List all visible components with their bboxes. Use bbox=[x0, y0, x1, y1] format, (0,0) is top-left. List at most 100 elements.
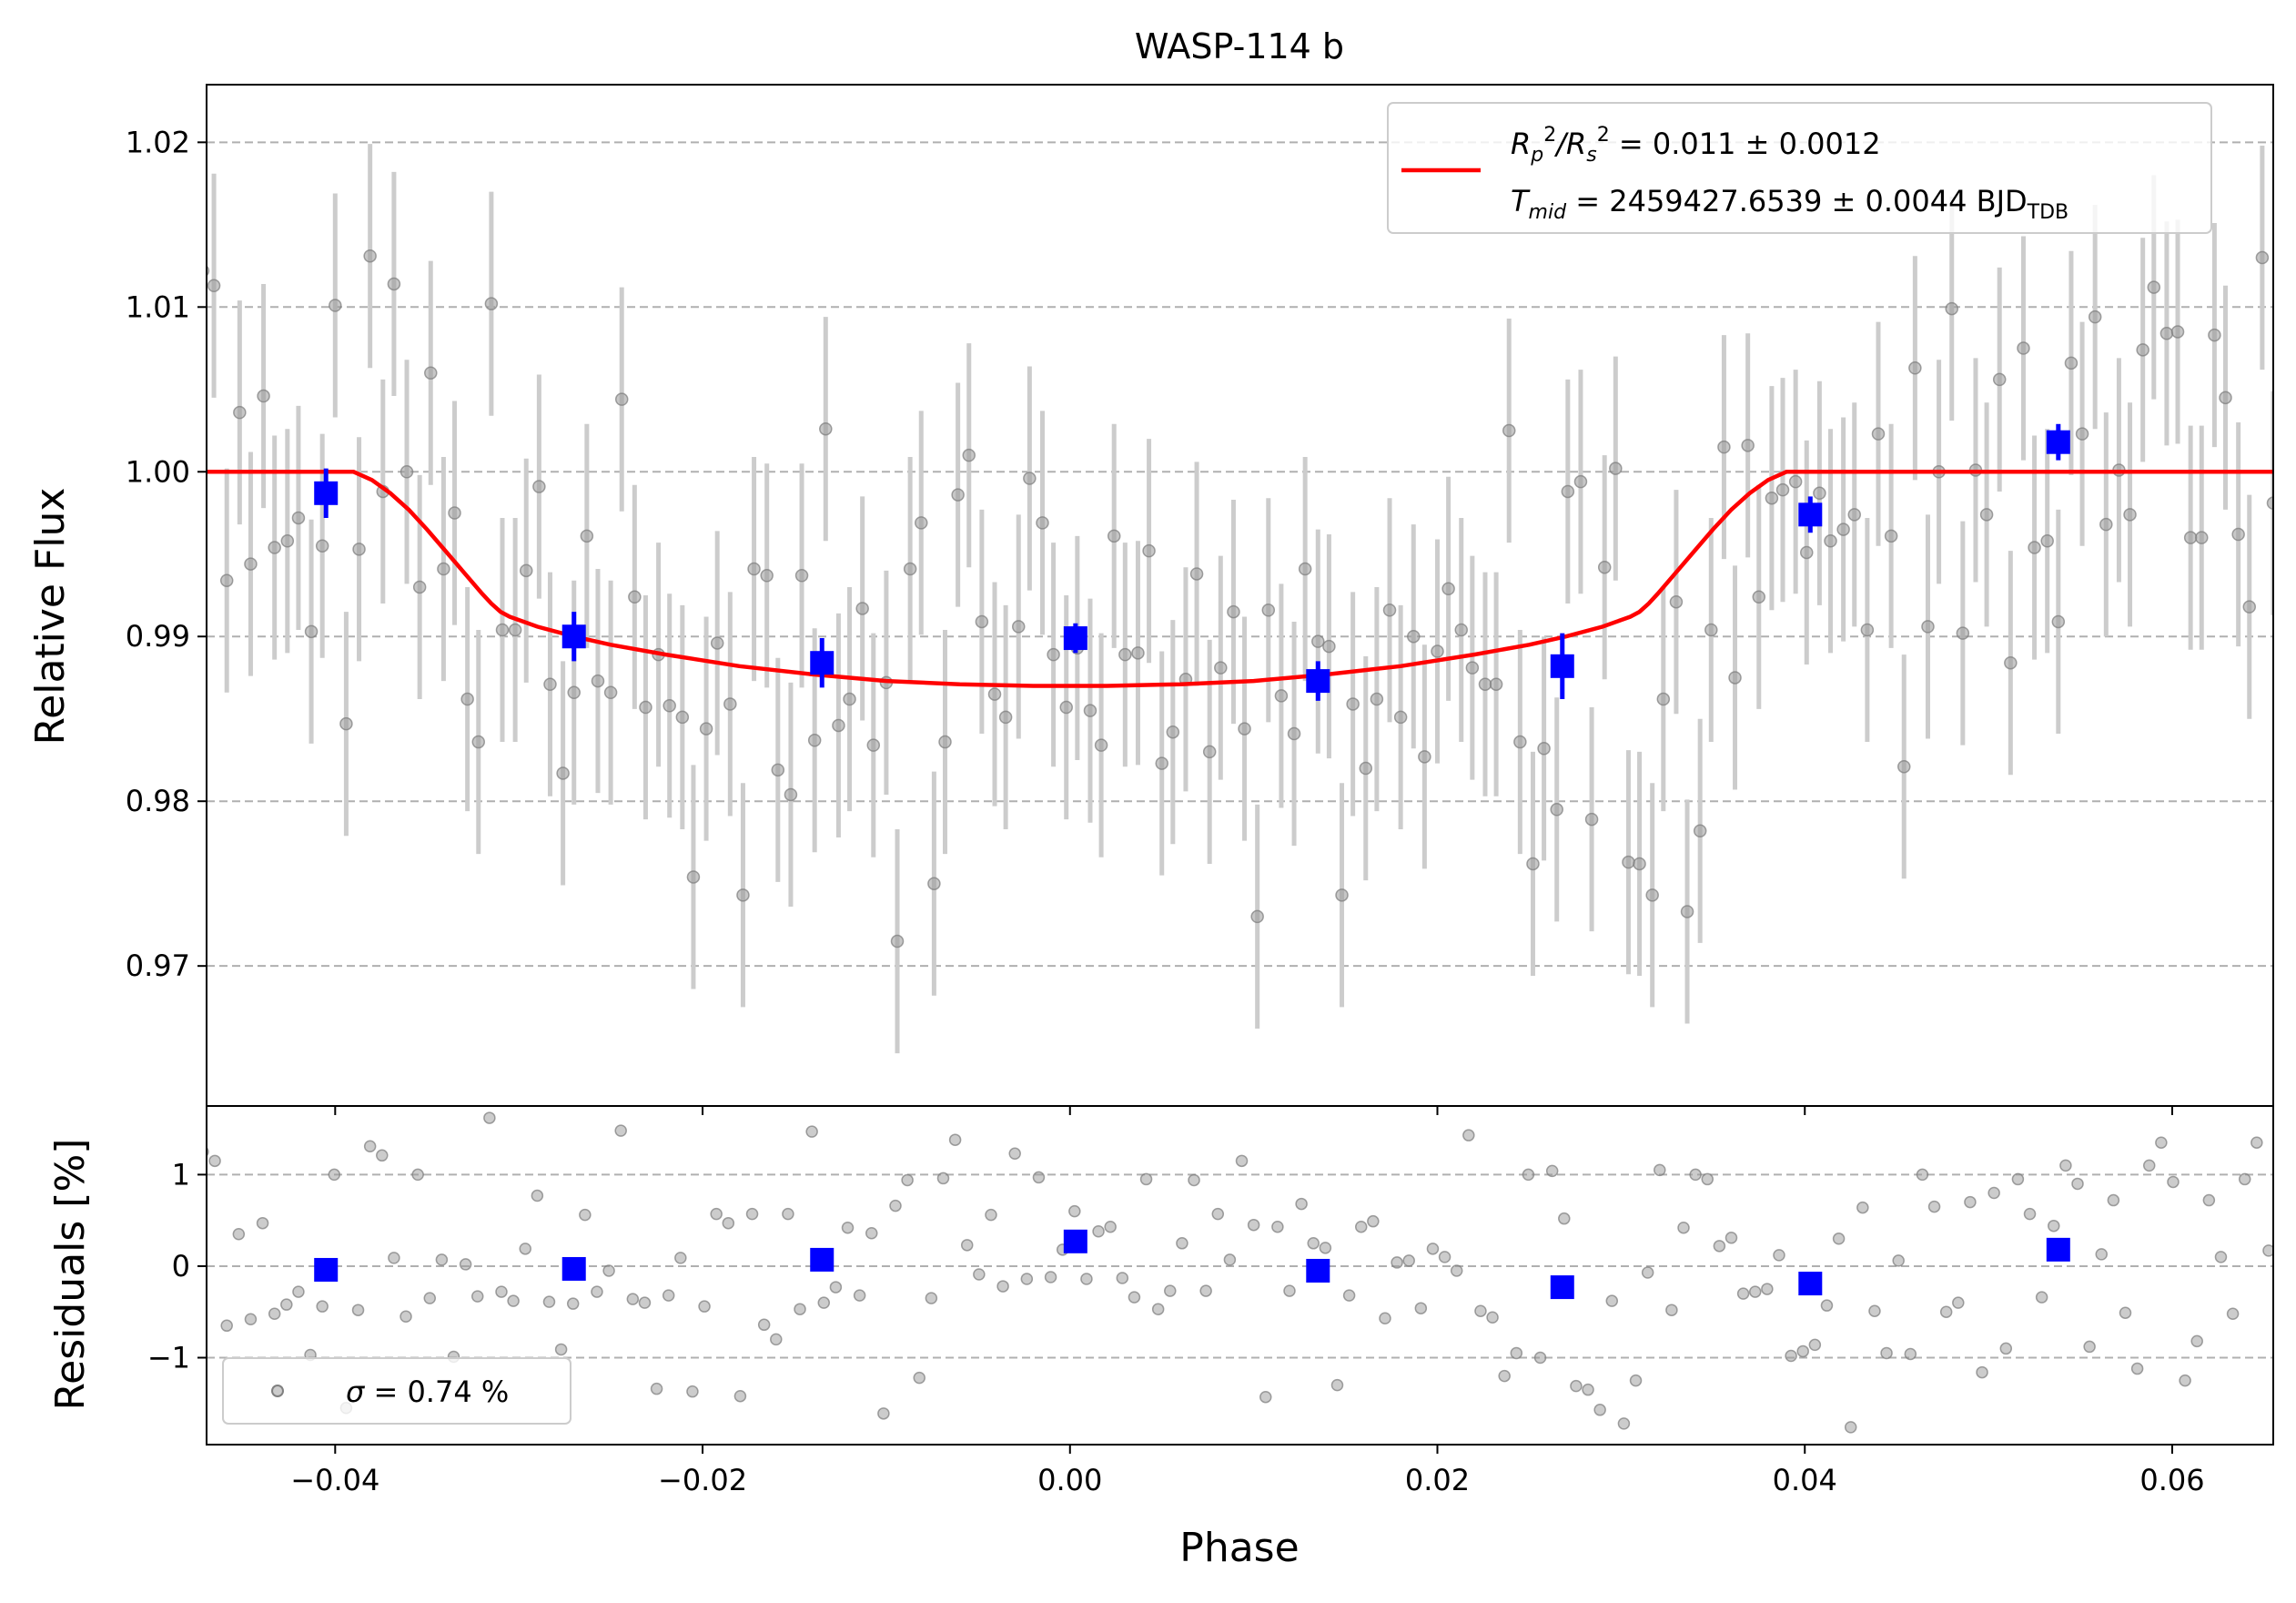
binned-point bbox=[314, 481, 339, 505]
raw-point bbox=[2017, 341, 2030, 355]
residual-point bbox=[770, 1333, 783, 1346]
raw-point bbox=[1036, 516, 1049, 530]
raw-point bbox=[1573, 474, 1588, 489]
residual-point bbox=[363, 1140, 377, 1152]
raw-point bbox=[2170, 325, 2185, 339]
residual-point bbox=[1939, 1305, 1953, 1318]
residual-point bbox=[1654, 1163, 1666, 1177]
residual-point bbox=[1927, 1200, 1941, 1213]
residual-point bbox=[542, 1295, 556, 1308]
residual-point bbox=[1677, 1221, 1690, 1234]
raw-point bbox=[1597, 560, 1612, 574]
raw-point bbox=[2088, 309, 2102, 324]
raw-point bbox=[603, 685, 618, 700]
raw-point bbox=[747, 562, 761, 576]
residual-point bbox=[256, 1216, 269, 1230]
raw-point bbox=[2242, 600, 2257, 614]
residual-point bbox=[936, 1172, 950, 1185]
residual-point bbox=[531, 1189, 544, 1202]
residual-point bbox=[459, 1258, 472, 1271]
residual-point bbox=[208, 1154, 221, 1168]
raw-point bbox=[1166, 725, 1180, 739]
raw-point bbox=[987, 687, 1002, 701]
raw-point bbox=[219, 573, 234, 587]
residual-point bbox=[1808, 1338, 1822, 1352]
residual-point bbox=[1952, 1296, 1965, 1309]
residual-point bbox=[280, 1298, 293, 1311]
raw-point bbox=[387, 277, 401, 291]
residual-y-tick-label: 1 bbox=[172, 1157, 190, 1192]
main-y-tick-label: 1.02 bbox=[126, 125, 190, 159]
residual-point bbox=[1545, 1164, 1559, 1178]
raw-point bbox=[352, 543, 366, 556]
residual-point bbox=[411, 1168, 424, 1182]
raw-point bbox=[819, 421, 833, 436]
residual-point bbox=[2048, 1219, 2060, 1233]
raw-point bbox=[207, 279, 221, 293]
raw-point bbox=[614, 392, 629, 406]
raw-point bbox=[962, 448, 976, 462]
raw-point bbox=[1788, 474, 1803, 489]
raw-point bbox=[1847, 508, 1861, 522]
raw-point bbox=[1393, 710, 1408, 725]
raw-point bbox=[1824, 534, 1837, 548]
raw-point bbox=[1680, 905, 1694, 918]
raw-point bbox=[1047, 647, 1060, 662]
residual-point bbox=[1999, 1342, 2013, 1355]
residual-point bbox=[1223, 1253, 1237, 1266]
residual-point bbox=[1641, 1266, 1654, 1279]
residual-point bbox=[2190, 1334, 2203, 1348]
residual-point bbox=[1880, 1346, 1893, 1360]
raw-point bbox=[2159, 327, 2174, 340]
residual-point bbox=[985, 1208, 997, 1222]
residual-point bbox=[973, 1268, 986, 1281]
x-axis-label: Phase bbox=[1179, 1525, 1299, 1571]
residual-point bbox=[1522, 1168, 1535, 1182]
residual-point bbox=[232, 1228, 246, 1241]
raw-point bbox=[1142, 543, 1156, 558]
residual-point bbox=[1988, 1186, 2000, 1200]
raw-point bbox=[832, 718, 845, 733]
residual-point bbox=[1785, 1349, 1797, 1363]
residual-point bbox=[1330, 1378, 1344, 1392]
x-tick-label: 0.00 bbox=[1037, 1463, 1102, 1497]
binned-point bbox=[561, 624, 586, 649]
raw-point bbox=[1465, 661, 1480, 675]
residual-point bbox=[328, 1168, 341, 1182]
residual-point bbox=[948, 1133, 962, 1146]
residual-point bbox=[865, 1227, 878, 1240]
raw-point bbox=[1083, 704, 1097, 717]
raw-point bbox=[2219, 391, 2232, 405]
residual-point bbox=[996, 1280, 1009, 1293]
raw-point bbox=[329, 299, 342, 312]
raw-point bbox=[855, 602, 869, 615]
residual-y-ticks: −1 0 1 bbox=[147, 1157, 207, 1375]
residual-point bbox=[698, 1300, 711, 1313]
raw-point bbox=[843, 692, 856, 706]
raw-point bbox=[460, 692, 474, 706]
residual-point bbox=[1844, 1421, 1857, 1434]
residual-point bbox=[566, 1297, 580, 1310]
raw-point bbox=[2004, 655, 2018, 670]
residual-point bbox=[579, 1208, 592, 1222]
residual-point bbox=[817, 1296, 831, 1309]
residual-point bbox=[376, 1149, 389, 1162]
raw-point bbox=[1359, 761, 1373, 776]
raw-point bbox=[975, 614, 989, 629]
residual-point bbox=[1629, 1374, 1643, 1387]
raw-point bbox=[1656, 692, 1671, 706]
raw-point bbox=[1765, 491, 1779, 505]
raw-point bbox=[1622, 855, 1635, 869]
raw-point bbox=[1836, 522, 1850, 536]
residual-point bbox=[1498, 1369, 1511, 1383]
residual-point bbox=[1868, 1304, 1881, 1317]
residual-binned-point bbox=[1063, 1229, 1087, 1253]
residual-point bbox=[602, 1264, 615, 1277]
main-y-ticks: 0.97 0.98 0.99 1.00 1.01 1.02 bbox=[126, 125, 207, 983]
residual-point bbox=[1199, 1284, 1212, 1297]
raw-point bbox=[1238, 722, 1251, 736]
residual-point bbox=[2179, 1374, 2191, 1387]
raw-point bbox=[280, 534, 295, 548]
residual-point bbox=[1605, 1294, 1619, 1307]
residual-point bbox=[1796, 1344, 1809, 1358]
